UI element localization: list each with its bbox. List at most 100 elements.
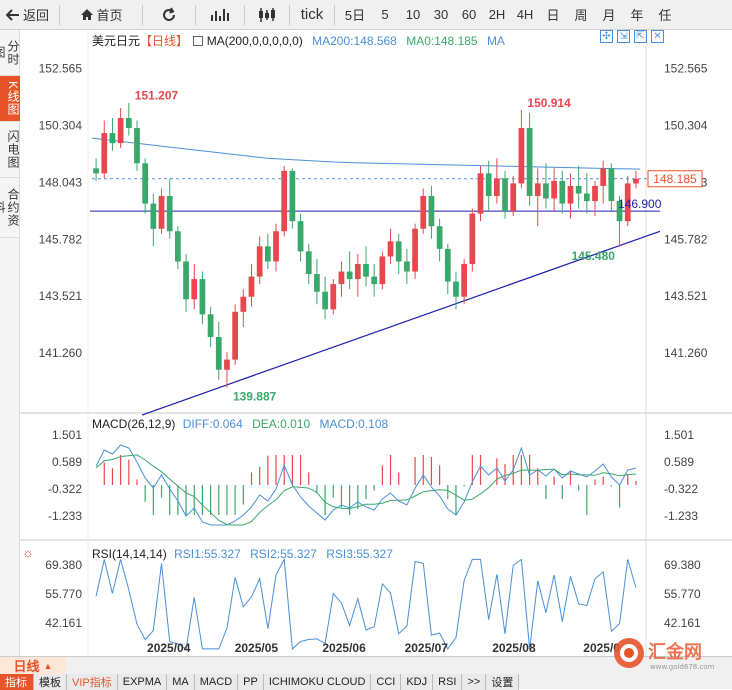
close-icon[interactable]: ✕: [651, 30, 664, 43]
y-tick-left: 148.043: [39, 175, 83, 189]
candle: [240, 289, 247, 327]
indicator-tab-1[interactable]: 模板: [34, 674, 67, 690]
candle-body: [338, 271, 345, 285]
rsi2-value: RSI2:55.327: [250, 547, 317, 561]
indicator-tab-7[interactable]: ICHIMOKU CLOUD: [263, 674, 372, 690]
candle: [510, 175, 517, 217]
zoom-in-icon[interactable]: ⇱: [634, 30, 647, 43]
candle: [453, 271, 459, 310]
tab-kline[interactable]: K线图: [0, 76, 20, 122]
current-period-label[interactable]: 日线 ▲: [0, 657, 66, 674]
candle-body: [305, 251, 312, 275]
candle: [273, 223, 279, 272]
candle: [485, 160, 492, 212]
indicator-tab-10[interactable]: RSI: [433, 674, 463, 690]
candle-body: [624, 183, 631, 222]
home-button[interactable]: 首页: [64, 0, 138, 30]
refresh-icon: [163, 7, 176, 21]
indicator-tab-8[interactable]: CCI: [371, 674, 402, 690]
candle: [616, 196, 623, 247]
home-label: 首页: [96, 8, 123, 23]
period-11[interactable]: 任: [658, 8, 672, 23]
macd-y-tick-right: 0.589: [664, 455, 694, 469]
candle: [371, 263, 378, 297]
divider: [195, 4, 197, 25]
candle-body: [330, 284, 337, 310]
indicator-tabs: 指标 模板 VIP指标 EXPMA MA MACD PP ICHIMOKU CLOUD CCI K…: [0, 674, 520, 690]
indicator-tab-2[interactable]: VIP指标: [67, 674, 118, 690]
period-0[interactable]: 5日: [344, 8, 366, 23]
divider: [59, 4, 61, 25]
tab-flash[interactable]: 闪电图: [0, 122, 20, 178]
candle-body: [387, 241, 394, 257]
candle-body: [281, 170, 288, 232]
macd-y-tick-left: 0.589: [52, 455, 82, 469]
indicator-tab-6[interactable]: PP: [238, 674, 264, 690]
home-icon: [80, 9, 93, 20]
period-3[interactable]: 30: [433, 7, 449, 22]
candle-body: [183, 261, 189, 300]
chart-area[interactable]: 152.565152.565150.304150.304148.043148.0…: [20, 30, 732, 656]
indicator-tab-4[interactable]: MA: [167, 674, 195, 690]
refresh-button[interactable]: [147, 0, 191, 30]
period-8[interactable]: 周: [574, 8, 588, 23]
candle: [633, 170, 639, 189]
tick-button[interactable]: tick: [300, 6, 324, 23]
candle: [281, 165, 288, 237]
price-tag-box: [647, 170, 703, 188]
indicator-tab-11[interactable]: >>: [462, 674, 487, 690]
indicator-tab-3[interactable]: EXPMA: [117, 674, 168, 690]
y-tick-left: 150.304: [39, 118, 83, 132]
indicator-tab-12[interactable]: 设置: [486, 674, 520, 690]
candle-body: [134, 128, 140, 164]
candle-type-button[interactable]: [249, 0, 285, 30]
caret-up-icon: ▲: [43, 660, 53, 671]
candle: [297, 213, 304, 262]
chart-canvas[interactable]: 152.565152.565150.304150.304148.043148.0…: [20, 30, 732, 656]
candle-body: [600, 168, 607, 186]
crosshair-icon[interactable]: ✣: [600, 30, 613, 43]
candle-body: [191, 279, 198, 300]
period-1[interactable]: 5: [381, 7, 389, 22]
candle-body: [142, 163, 149, 204]
period-7[interactable]: 日: [546, 8, 560, 23]
bottom-bar: 日线 ▲ 指标 模板 VIP指标 EXPMA MA MACD PP ICHIMOKU CLOU…: [0, 656, 732, 690]
candle-body: [633, 178, 639, 184]
ma-label: MA: [486, 34, 505, 48]
candle: [158, 188, 165, 234]
zoom-out-icon[interactable]: ⇲: [617, 30, 630, 43]
period-9[interactable]: 月: [602, 8, 616, 23]
indicator-tab-5[interactable]: MACD: [194, 674, 239, 690]
tab-timeshare[interactable]: 分时图: [0, 30, 20, 76]
candle-body: [240, 296, 247, 312]
candle-body: [248, 276, 255, 297]
price-annotation: 145.480: [572, 249, 616, 263]
candle: [477, 165, 484, 222]
price-annotation: 139.887: [233, 390, 277, 404]
candle: [289, 168, 296, 229]
rsi-settings-icon[interactable]: ☼: [22, 545, 34, 560]
back-button[interactable]: 返回: [0, 0, 55, 30]
candle-body: [273, 231, 279, 262]
candle: [264, 233, 271, 270]
y-tick-left: 152.565: [39, 62, 83, 76]
period-10[interactable]: 年: [630, 8, 644, 23]
candle: [404, 248, 410, 285]
period-5[interactable]: 2H: [488, 7, 506, 22]
indicator-tab-9[interactable]: KDJ: [401, 674, 434, 690]
period-2[interactable]: 10: [405, 7, 421, 22]
chart-type-button[interactable]: [200, 0, 240, 30]
price-annotation: 151.207: [135, 89, 179, 103]
price-tag: 148.185: [653, 172, 697, 186]
candle-body: [616, 201, 623, 222]
ma-settings-icon[interactable]: [193, 36, 204, 46]
tab-contract-info[interactable]: 合约资料: [0, 178, 20, 238]
period-4[interactable]: 60: [461, 7, 477, 22]
indicator-tab-0[interactable]: 指标: [0, 674, 34, 690]
rsi1-value: RSI1:55.327: [174, 547, 241, 561]
candle: [93, 158, 99, 181]
period-6[interactable]: 4H: [516, 7, 534, 22]
candle: [494, 158, 500, 204]
x-tick: 2025/07: [405, 641, 449, 655]
candle: [469, 208, 476, 272]
